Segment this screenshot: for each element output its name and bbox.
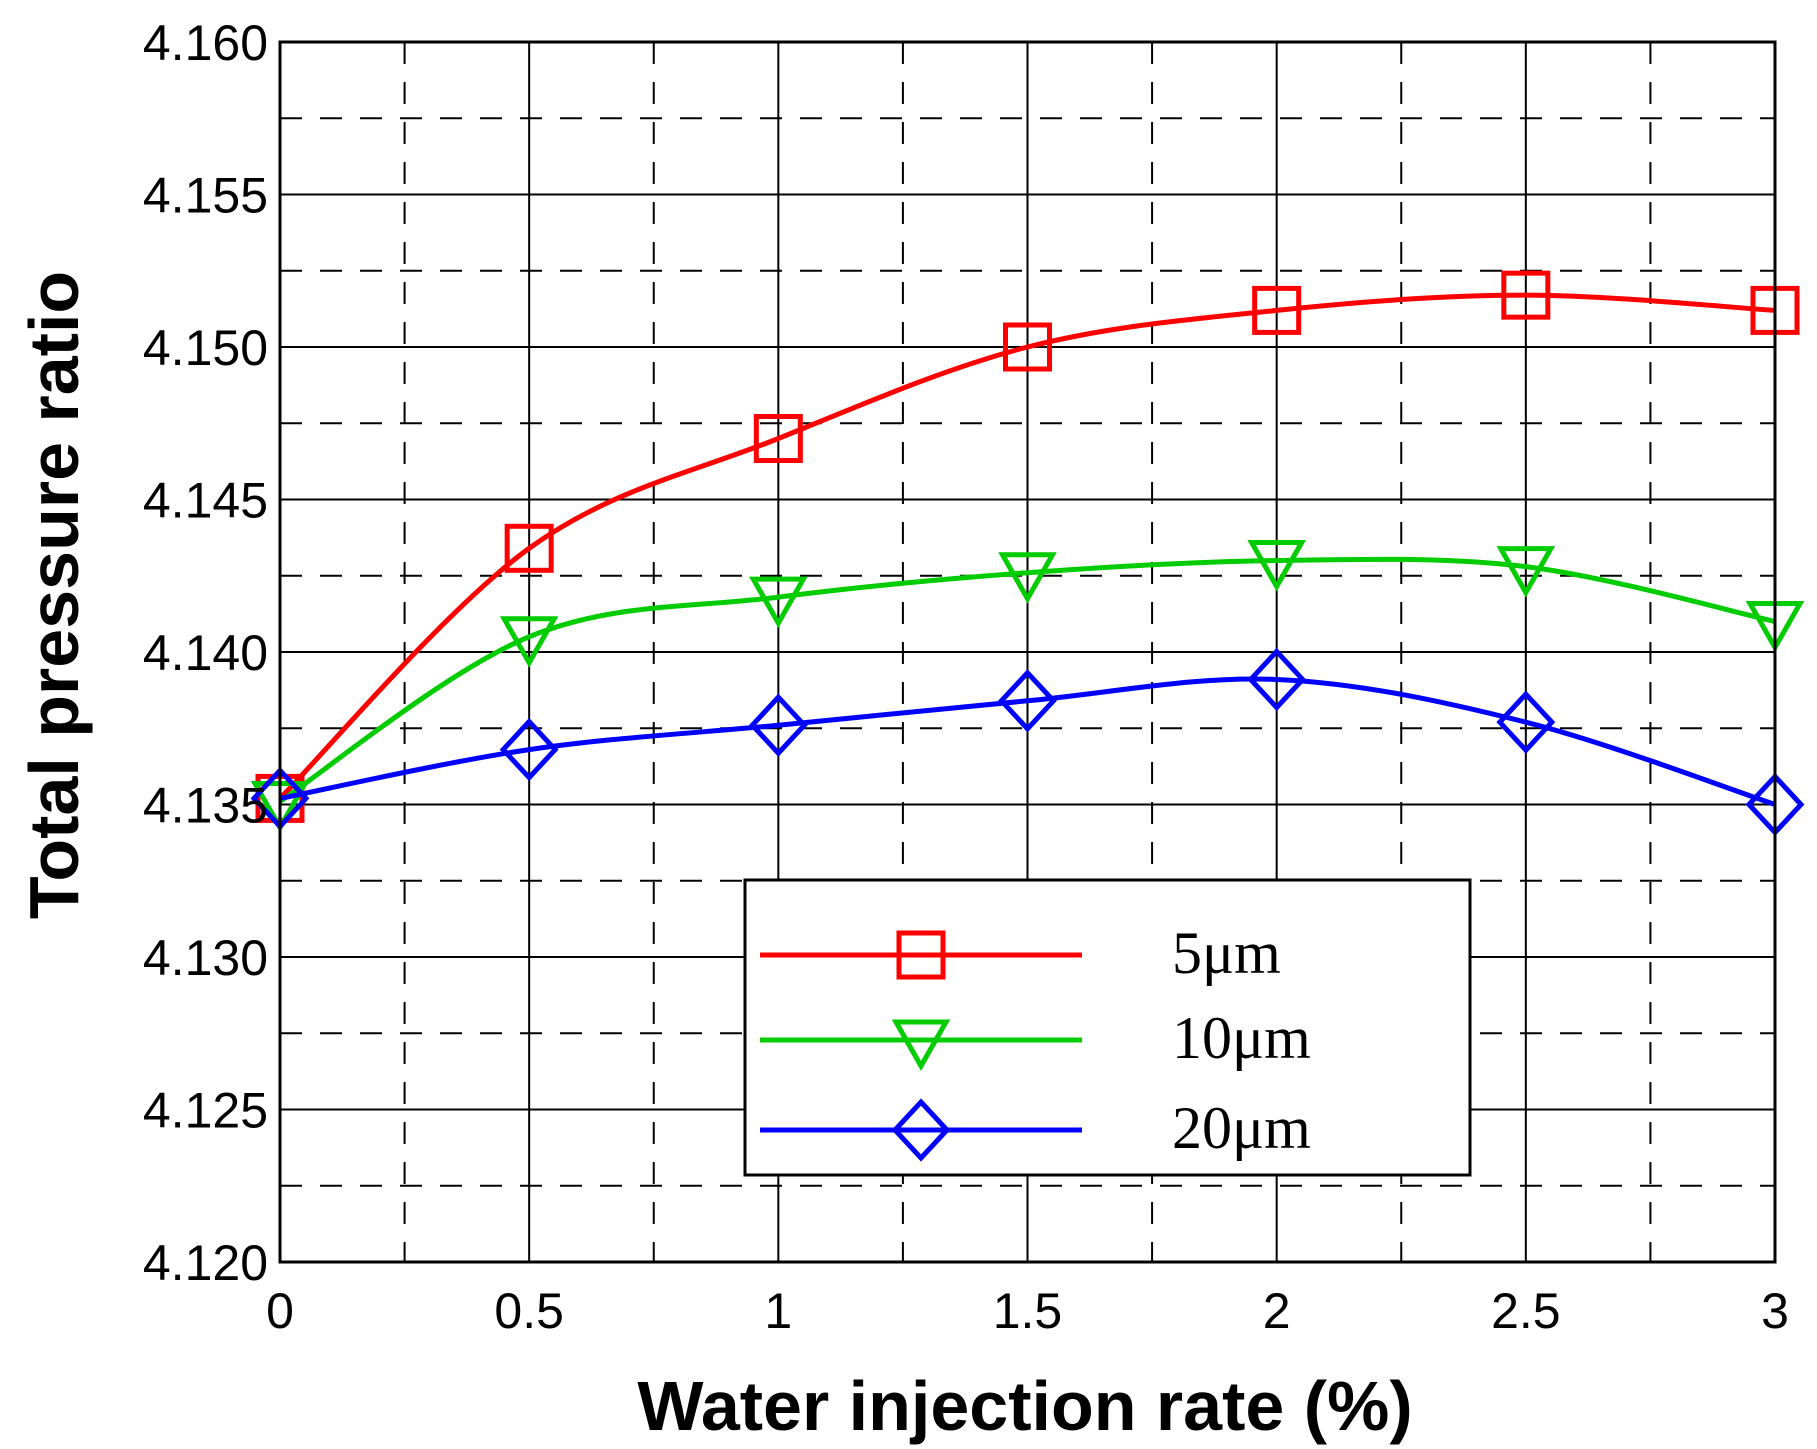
data-point xyxy=(749,576,808,629)
x-tick-label: 2 xyxy=(1263,1283,1291,1339)
legend-item: 5μm xyxy=(760,920,1281,986)
y-tick-label: 4.150 xyxy=(143,320,268,376)
data-point xyxy=(1247,540,1306,592)
data-point xyxy=(1501,270,1551,320)
data-point xyxy=(998,669,1057,733)
legend-item: 20μm xyxy=(760,1095,1311,1162)
plot-frame xyxy=(278,40,1777,1264)
x-tick-label: 2.5 xyxy=(1491,1283,1561,1339)
legend-label: 20μm xyxy=(1172,1095,1311,1161)
legend-marker xyxy=(896,930,946,980)
series-line xyxy=(278,556,1776,804)
data-point xyxy=(1496,690,1556,754)
data-point xyxy=(1496,546,1556,598)
x-tick-label: 1.5 xyxy=(993,1283,1063,1339)
data-point xyxy=(748,693,808,757)
y-tick-label: 4.145 xyxy=(143,473,268,529)
data-point xyxy=(998,552,1057,604)
y-tick-label: 4.135 xyxy=(143,778,268,834)
data-point xyxy=(499,717,559,782)
data-point xyxy=(753,414,803,463)
series-2 xyxy=(250,540,1805,833)
data-point xyxy=(504,523,554,573)
y-tick-labels: 4.120 4.125 4.130 4.135 4.140 4.145 4.150 4.155… xyxy=(143,15,268,1291)
legend-marker xyxy=(891,1019,951,1072)
y-axis-title: Total pressure ratio xyxy=(15,271,93,919)
x-tick-label: 1 xyxy=(764,1283,792,1339)
legend: 5μm 10μm 20μm xyxy=(743,878,1472,1177)
data-point xyxy=(1247,647,1307,712)
y-tick-label: 4.120 xyxy=(143,1235,268,1291)
y-tick-label: 4.130 xyxy=(143,930,268,986)
legend-label: 5μm xyxy=(1172,920,1281,986)
y-tick-label: 4.125 xyxy=(143,1083,268,1139)
series-layer xyxy=(250,270,1805,837)
series-line xyxy=(279,676,1776,807)
x-tick-labels: 0 0.5 1 1.5 2 2.5 3 xyxy=(266,1283,1789,1339)
data-point xyxy=(1252,285,1302,335)
y-tick-label: 4.160 xyxy=(143,15,268,71)
x-tick-label: 0.5 xyxy=(494,1283,564,1339)
grid xyxy=(279,41,1776,1263)
legend-box xyxy=(743,878,1472,1177)
data-point xyxy=(1003,322,1052,372)
legend-item: 10μm xyxy=(760,1005,1311,1072)
x-tick-label: 0 xyxy=(266,1283,294,1339)
legend-marker xyxy=(891,1098,951,1162)
y-tick-label: 4.140 xyxy=(143,625,268,681)
x-tick-label: 3 xyxy=(1761,1283,1789,1339)
x-axis-title: Water injection rate (%) xyxy=(637,1367,1412,1445)
legend-label: 10μm xyxy=(1172,1005,1311,1071)
data-point xyxy=(499,616,559,668)
y-tick-label: 4.155 xyxy=(143,168,268,224)
